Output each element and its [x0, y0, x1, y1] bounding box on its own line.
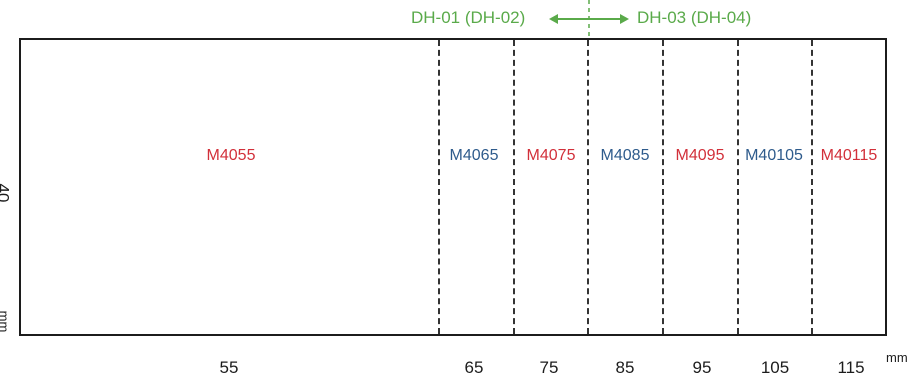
divider-line: [737, 40, 739, 334]
width-label-105: 105: [760, 358, 790, 377]
width-label-75: 75: [539, 358, 559, 377]
divider-line: [662, 40, 664, 334]
divider-line: [811, 40, 813, 334]
width-unit: mm: [886, 350, 908, 365]
dh-01-group-label: DH-01 (DH-02): [411, 8, 526, 27]
width-label-65: 65: [464, 358, 484, 377]
dh-03-group-label: DH-03 (DH-04): [637, 8, 752, 27]
model-m4065: M4065: [449, 147, 499, 164]
group-split-line: [588, 0, 590, 40]
width-label-55: 55: [219, 358, 239, 377]
model-m4055: M4055: [206, 147, 256, 164]
model-m4075: M4075: [526, 147, 576, 164]
height-label: 40: [0, 183, 13, 203]
model-m4085: M4085: [600, 147, 650, 164]
model-m40115: M40115: [820, 147, 878, 164]
width-panel: [19, 38, 887, 336]
width-label-115: 115: [837, 358, 865, 377]
divider-line: [513, 40, 515, 334]
model-m40105: M40105: [745, 147, 803, 164]
divider-line: [438, 40, 440, 334]
divider-line: [587, 40, 589, 334]
height-unit: mm: [0, 310, 12, 333]
width-label-95: 95: [692, 358, 712, 377]
width-label-85: 85: [615, 358, 635, 377]
model-m4095: M4095: [675, 147, 725, 164]
